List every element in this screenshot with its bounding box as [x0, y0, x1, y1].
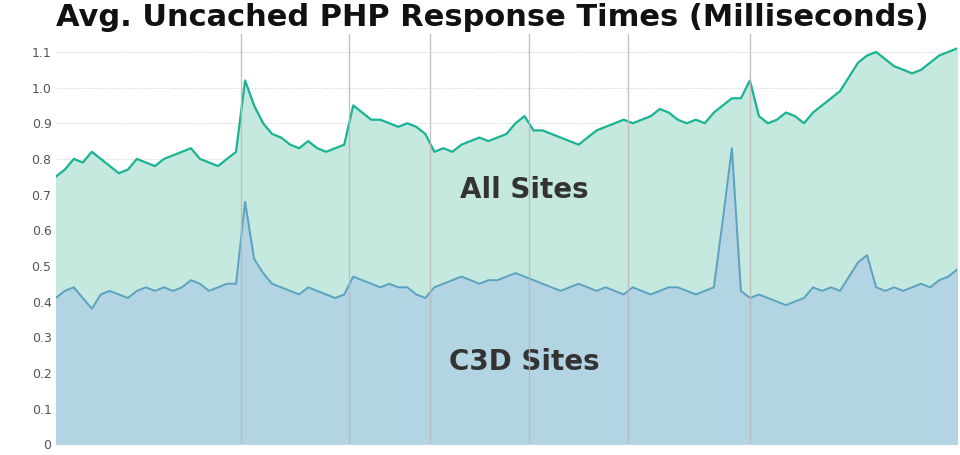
Text: C3D Sites: C3D Sites [449, 348, 600, 376]
Text: Avg. Uncached PHP Response Times (Milliseconds): Avg. Uncached PHP Response Times (Millis… [56, 3, 928, 32]
Text: All Sites: All Sites [460, 176, 588, 204]
